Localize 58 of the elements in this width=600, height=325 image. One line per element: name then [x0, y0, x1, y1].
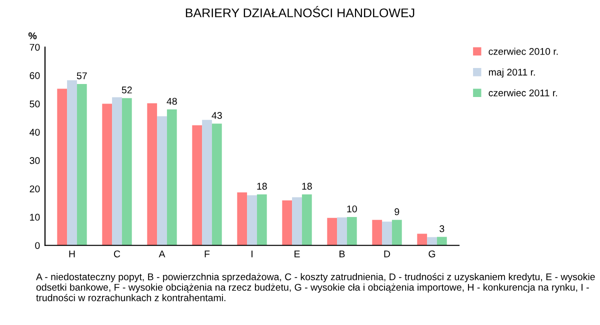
x-tick-label: H — [69, 250, 75, 258]
chart-title: BARIERY DZIAŁALNOŚCI HANDLOWEJ — [186, 6, 414, 18]
data-label: 9 — [394, 208, 400, 216]
data-label: 10 — [347, 205, 357, 212]
bar — [282, 200, 292, 246]
y-tick-label: 70 — [30, 44, 40, 51]
y-tick-label: 0 — [35, 242, 40, 249]
bar — [427, 237, 437, 246]
bar — [122, 98, 132, 246]
bar — [57, 88, 68, 246]
bar — [157, 116, 167, 246]
x-tick-label: A — [158, 250, 166, 258]
data-label: 18 — [302, 182, 312, 190]
text: A - niedostateczny popyt, B - powierzchnia sprzedażowa, C - koszty zatrudnienia, D - trudności z uzyskaniem kredytu, E - wysokie odsetki bankowe, F - wysokie obciążenia na rzecz budżetu, G - wysokie cła i obciążenia importowe, H - konkurencja na rynku, I - trudności w rozrachunkach z kontrahentami. — [36, 273, 595, 302]
bar — [382, 222, 392, 246]
bar — [202, 120, 212, 246]
legend-label: maj 2011 r. — [488, 68, 535, 78]
bar — [327, 218, 338, 246]
x-tick-label: D — [384, 250, 390, 258]
data-label: 57 — [76, 72, 87, 80]
bar — [112, 97, 122, 246]
y-tick-label: 20 — [30, 185, 40, 192]
bar — [337, 217, 347, 246]
x-tick-label: E — [294, 250, 300, 258]
y-tick-label: 60 — [30, 72, 40, 80]
bar — [237, 192, 248, 246]
bar — [166, 109, 177, 246]
y-tick-label: 50 — [30, 100, 40, 108]
y-tick-label: 40 — [30, 128, 40, 136]
x-tick-label: B — [340, 250, 345, 258]
bar — [302, 194, 312, 246]
data-label: 18 — [257, 182, 267, 190]
data-label: 43 — [212, 112, 222, 119]
y-tick-label: 10 — [30, 214, 40, 221]
data-label: 48 — [166, 98, 177, 105]
bar — [346, 217, 357, 246]
bar — [292, 197, 302, 246]
bar — [392, 220, 402, 246]
data-label: 52 — [122, 86, 132, 94]
bar — [212, 124, 222, 246]
bar — [247, 195, 257, 246]
x-tick-label: G — [428, 250, 436, 258]
bar — [147, 103, 158, 246]
bar — [417, 234, 428, 246]
bar — [102, 104, 112, 246]
legend-label: czerwiec 2010 r. — [488, 48, 558, 55]
bar — [436, 236, 447, 246]
data-label: 3 — [440, 225, 444, 232]
bar — [372, 220, 382, 246]
bar — [192, 125, 202, 246]
y-tick-label: 30 — [30, 157, 40, 164]
x-tick-label: C — [114, 250, 120, 258]
bar — [76, 84, 87, 246]
bar — [256, 194, 267, 246]
bar — [67, 80, 77, 246]
x-tick-label: F — [204, 250, 210, 258]
y-axis-title: % — [28, 32, 37, 40]
legend-label: czerwiec 2011 r. — [488, 89, 557, 96]
